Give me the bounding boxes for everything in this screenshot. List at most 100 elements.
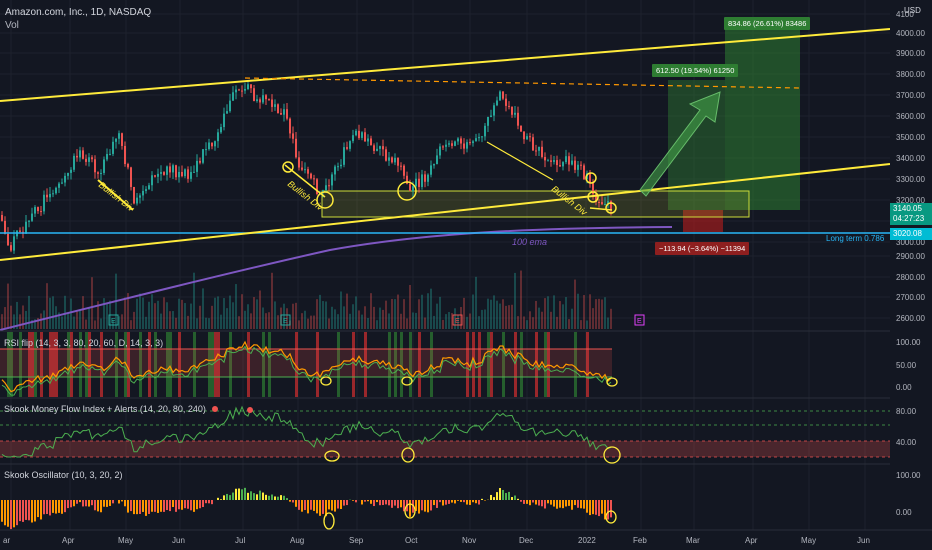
candlesticks: [1, 81, 612, 254]
volume-bar: [283, 303, 285, 329]
candle-body: [286, 109, 288, 119]
candle-body: [352, 135, 354, 142]
volume-bar: [310, 315, 312, 329]
volume-bar: [313, 315, 315, 329]
osc-bar: [445, 500, 447, 505]
earnings-marker-3[interactable]: E: [452, 314, 463, 326]
earnings-marker-4[interactable]: E: [634, 314, 645, 326]
candle-body: [562, 162, 564, 167]
volume-bar: [418, 299, 420, 329]
volume-bar: [562, 304, 564, 329]
candle-body: [454, 141, 456, 146]
volume-bar: [238, 316, 240, 329]
volume-bar: [478, 316, 480, 329]
rsi-bg-bar: [514, 332, 517, 397]
earnings-marker-1[interactable]: E: [108, 314, 119, 326]
volume-bar: [91, 277, 93, 329]
price-axis-label: 3800.00: [896, 70, 925, 79]
osc-bar: [298, 500, 300, 510]
candle-body: [232, 92, 234, 101]
support-zone-box[interactable]: [321, 190, 750, 218]
volume-bar: [217, 296, 219, 329]
candle-body: [568, 156, 570, 165]
candle-body: [136, 197, 138, 204]
mfi-axis-labels: 80.00 40.00: [896, 407, 917, 447]
main-price-pane[interactable]: Bullish Div Bullish Div Bullish Div 100 …: [0, 28, 891, 331]
volume-bar: [286, 308, 288, 329]
rsi-title[interactable]: RSI flip (14, 3, 3, 80, 20, 60, D, 14, 3…: [4, 338, 164, 348]
price-axis-label: 3400.00: [896, 154, 925, 163]
candle-body: [295, 138, 297, 158]
ema-label: 100 ema: [512, 237, 547, 247]
osc-bar: [511, 497, 513, 500]
osc-bar: [130, 500, 132, 512]
volume-bar: [550, 311, 552, 329]
candle-body: [577, 164, 579, 170]
osc-bar: [151, 500, 153, 512]
volume-bar: [265, 313, 267, 329]
candle-body: [451, 143, 453, 146]
time-axis[interactable]: ar Apr May Jun Jul Aug Sep Oct Nov Dec 2022 Feb Mar A…: [0, 529, 932, 550]
osc-bar: [271, 494, 273, 500]
upper-trendline[interactable]: [0, 28, 891, 102]
candle-body: [64, 175, 66, 183]
symbol-title[interactable]: Amazon.com, Inc., 1D, NASDAQ: [5, 7, 152, 18]
target-label-2[interactable]: 834.86 (26.61%) 83486: [724, 17, 811, 30]
candle-body: [292, 133, 294, 139]
osc-bar: [169, 500, 171, 512]
volume-bar: [67, 313, 69, 329]
candle-body: [34, 207, 36, 214]
osc-bar: [364, 500, 366, 502]
volume-bar: [244, 310, 246, 329]
oscillator-pane[interactable]: [1, 487, 617, 530]
candle-body: [514, 112, 516, 115]
volume-bar: [160, 313, 162, 329]
volume-bar: [295, 302, 297, 329]
candle-body: [325, 185, 327, 191]
candle-body: [256, 99, 258, 102]
lower-trendline[interactable]: [0, 163, 891, 261]
osc-bar: [85, 500, 87, 507]
candle-body: [274, 104, 276, 107]
volume-bar: [475, 276, 477, 329]
candle-body: [280, 112, 282, 115]
price-axis[interactable]: 4100 4000.00 3900.00 3800.00 3700.00 3600.00 3…: [890, 0, 932, 530]
volume-label[interactable]: Vol: [5, 20, 19, 31]
earnings-marker-2[interactable]: E: [280, 314, 291, 326]
candle-body: [187, 169, 189, 179]
candle-body: [547, 160, 549, 162]
osc-bar: [463, 500, 465, 503]
osc-bar: [163, 500, 165, 512]
osc-bar: [592, 500, 594, 515]
candle-body: [115, 138, 117, 142]
rsi-pane[interactable]: [0, 332, 618, 397]
mfi-pane[interactable]: [0, 405, 890, 464]
candle-body: [583, 165, 585, 180]
highlight-circle-6: [282, 161, 294, 173]
osc-bar: [259, 490, 261, 500]
volume-bar: [544, 298, 546, 329]
mfi-title[interactable]: Skook Money Flow Index + Alerts (14, 20,…: [4, 404, 206, 414]
osc-bar: [610, 500, 612, 518]
stop-label[interactable]: −113.94 (−3.64%) −11394: [655, 242, 750, 255]
osc-bar: [52, 500, 54, 513]
stop-box[interactable]: [683, 210, 723, 232]
volume-bar: [142, 297, 144, 329]
mfi-alert-dot-2: [247, 407, 253, 413]
target-label-1[interactable]: 612.50 (19.54%) 61250: [652, 64, 739, 77]
candle-body: [445, 144, 447, 147]
volume-bar: [55, 306, 57, 329]
target-arrow[interactable]: [639, 91, 721, 197]
osc-bar: [352, 500, 354, 501]
resistance-dashed-line[interactable]: [244, 77, 801, 89]
osc-bar: [250, 491, 252, 500]
target-box-2[interactable]: [725, 30, 800, 210]
volume-bar: [430, 288, 432, 329]
ema-100-line[interactable]: [0, 226, 673, 331]
highlight-circle-5: [605, 202, 617, 214]
rsi-bg-bar: [214, 332, 217, 397]
osc-bar: [598, 500, 600, 517]
osc-title[interactable]: Skook Oscillator (10, 3, 20, 2): [4, 470, 123, 480]
candle-body: [223, 113, 225, 128]
